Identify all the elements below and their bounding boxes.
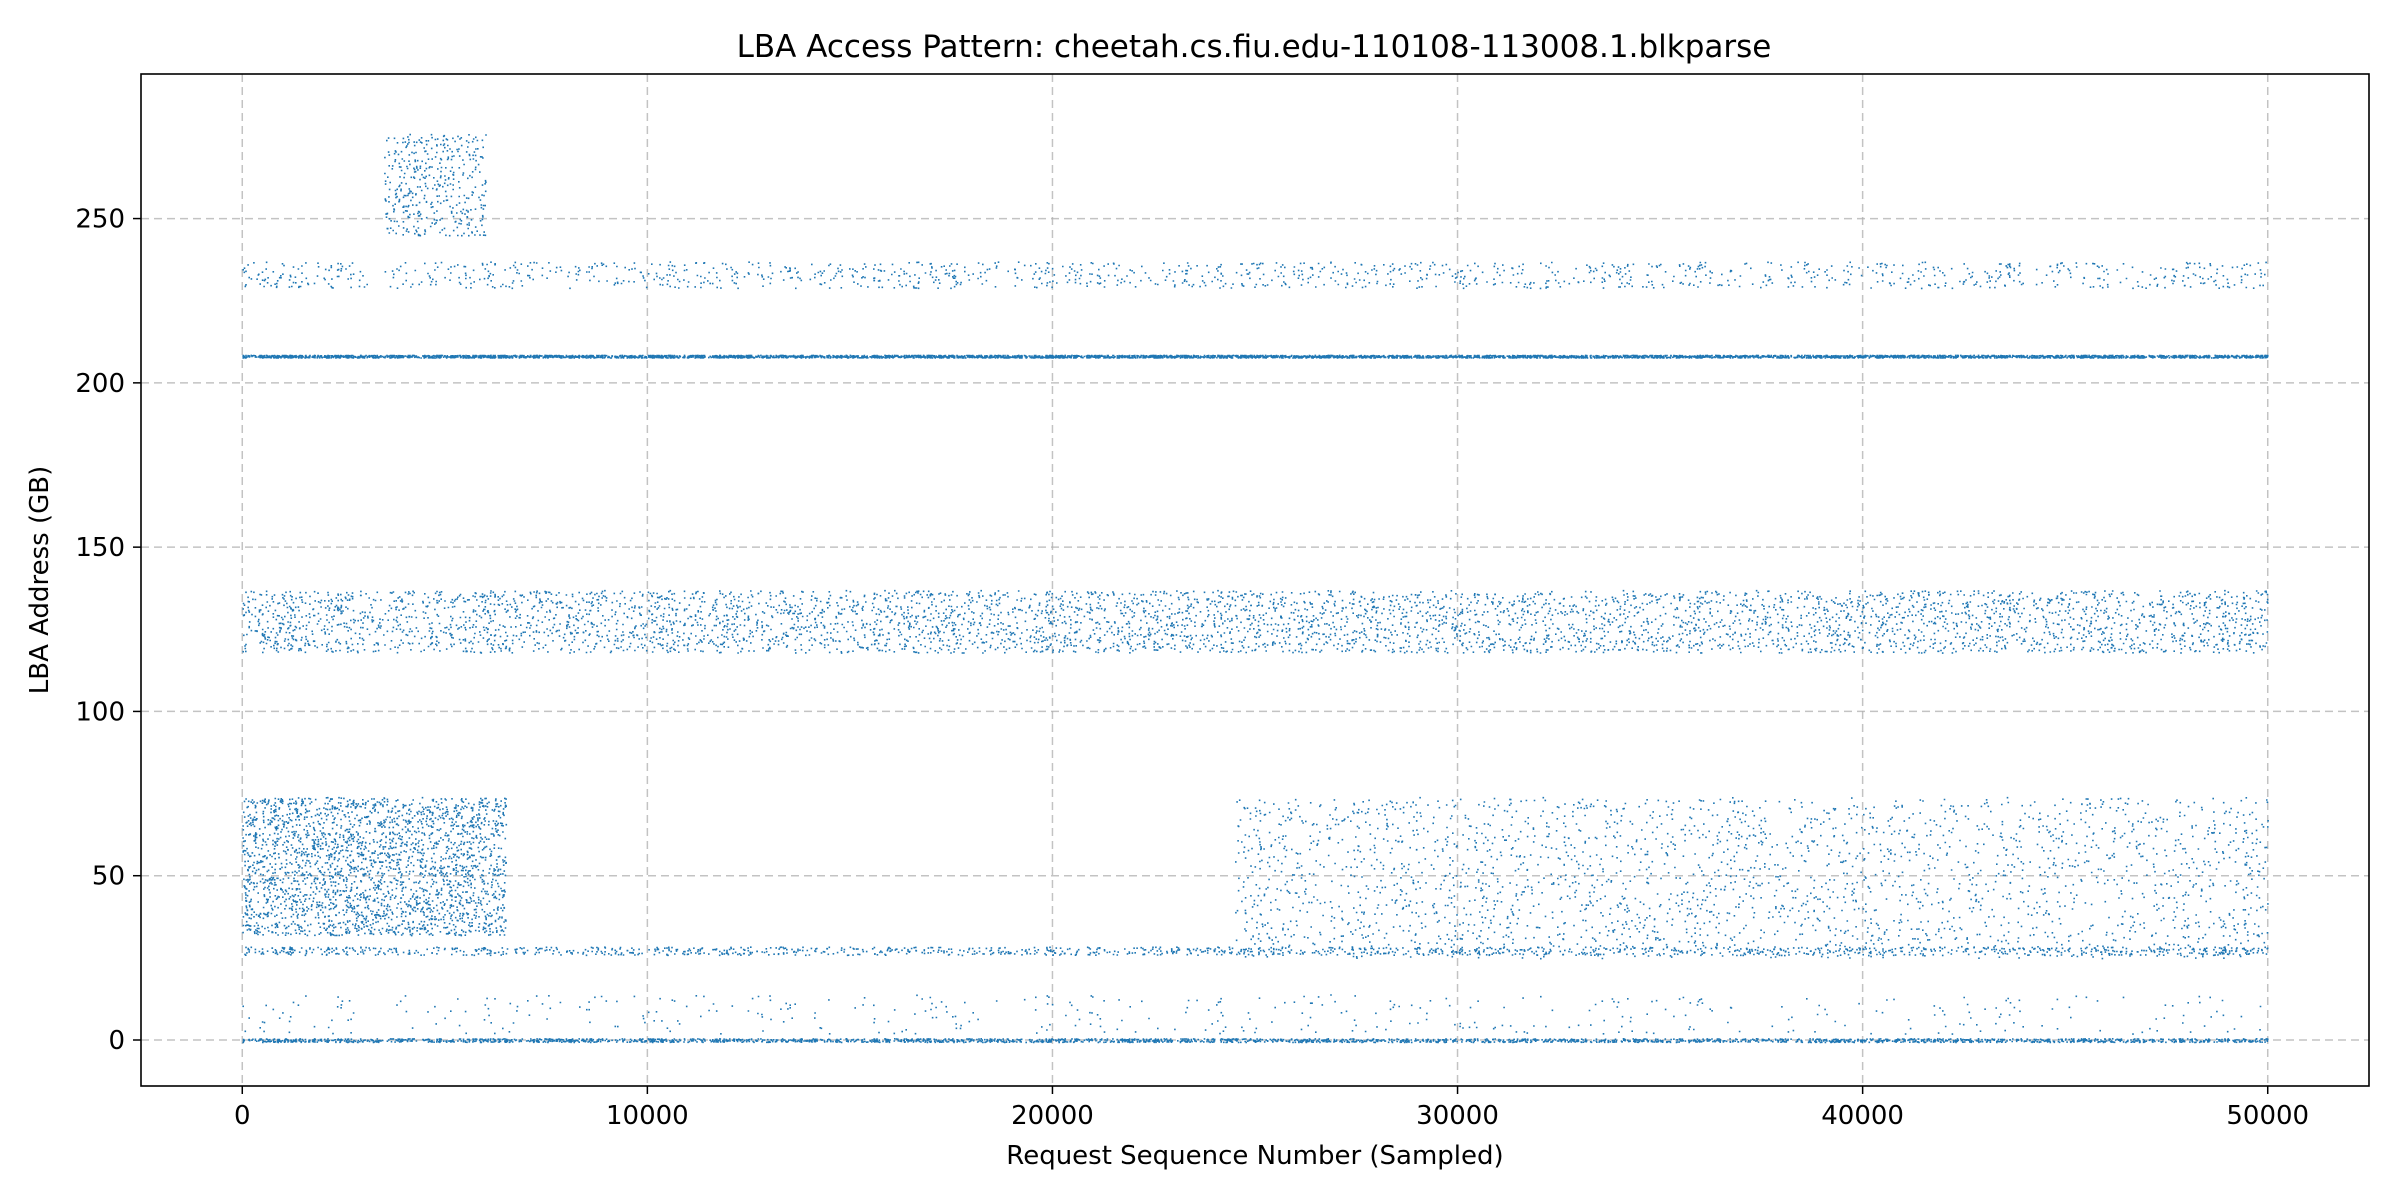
x-tick-label: 20000 xyxy=(1011,1101,1094,1131)
x-tick-label: 0 xyxy=(234,1101,251,1131)
lba-access-points xyxy=(242,796,508,937)
grid-lines xyxy=(141,74,2369,1086)
lba-access-points xyxy=(242,261,2267,290)
x-tick-label: 10000 xyxy=(606,1101,689,1131)
scatter-points xyxy=(242,133,2269,1044)
lba-access-points xyxy=(242,994,2262,1035)
y-tick-label: 50 xyxy=(92,862,125,892)
lba-access-points xyxy=(242,1038,2269,1044)
x-tick-label: 30000 xyxy=(1416,1101,1499,1131)
y-tick-label: 200 xyxy=(75,369,125,399)
y-tick-label: 0 xyxy=(108,1026,125,1056)
lba-access-points xyxy=(242,354,2269,359)
x-tick-label: 40000 xyxy=(1821,1101,1904,1131)
y-tick-label: 150 xyxy=(75,533,125,563)
lba-access-points xyxy=(244,946,2269,957)
lba-access-points xyxy=(242,589,2269,654)
plot-area-frame xyxy=(140,73,2370,1087)
lba-access-points xyxy=(1235,796,2269,960)
y-tick-label: 250 xyxy=(75,205,125,235)
chart-title: LBA Access Pattern: cheetah.cs.fiu.edu-1… xyxy=(737,29,1772,65)
y-tick-label: 100 xyxy=(75,697,125,727)
axis-ticks: 0 10000 20000 30000 40000 50000 0 50 100 150 200 25… xyxy=(75,205,2309,1131)
y-axis-label: LBA Address (GB) xyxy=(25,466,55,694)
lba-access-points xyxy=(384,133,487,237)
x-tick-label: 50000 xyxy=(2226,1101,2309,1131)
x-axis-label: Request Sequence Number (Sampled) xyxy=(1006,1141,1503,1171)
